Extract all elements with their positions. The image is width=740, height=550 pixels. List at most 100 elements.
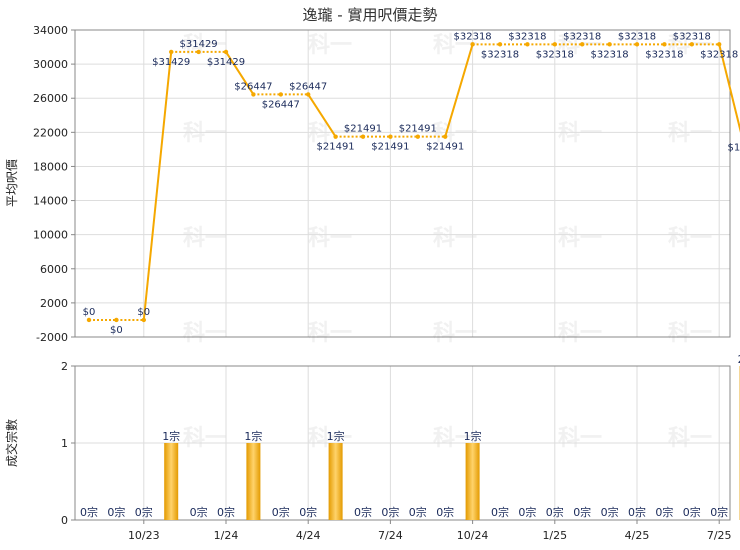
price-data-label: $31429 <box>152 57 190 68</box>
price-point <box>662 42 667 47</box>
price-point <box>360 134 366 139</box>
price-data-label: $21491 <box>426 142 464 153</box>
price-point <box>141 317 146 323</box>
watermark-text: 科一 <box>183 226 227 251</box>
price-point <box>196 49 201 55</box>
volume-bar <box>328 443 343 520</box>
watermark-text: 科一 <box>308 321 352 346</box>
price-point <box>580 42 585 47</box>
price-line-segment <box>444 44 474 137</box>
price-point <box>306 92 311 97</box>
watermark-text: 科一 <box>183 321 227 346</box>
volume-data-labels: 0宗 0宗 0宗 1宗 0宗 0宗 1宗 0宗 0宗 1宗 0宗 0宗 0宗 0宗 1宗 0宗 0宗 0宗 0宗 0宗… <box>80 352 740 519</box>
price-y-tick-label: 34000 <box>33 24 68 37</box>
price-line-segment <box>718 44 740 133</box>
volume-data-label: 0宗 <box>710 505 728 519</box>
price-plot-frame <box>74 29 731 338</box>
price-data-label: $32318 <box>481 49 519 60</box>
watermark-text: 科一 <box>183 121 227 146</box>
price-y-axis-label: 平均呎價 <box>5 159 19 207</box>
price-line-segment <box>307 93 337 138</box>
price-point <box>525 42 530 47</box>
volume-y-tick-label: 0 <box>61 514 68 527</box>
x-tick-label: 7/25 <box>707 529 732 542</box>
price-panel: -2000 2000 6000 10000 14000 18000 22000 26000 30… <box>5 24 740 344</box>
price-point <box>223 49 229 55</box>
price-point <box>251 92 256 97</box>
x-tick-label: 1/25 <box>542 529 567 542</box>
price-data-label: $21491 <box>371 142 409 153</box>
price-data-label: $26447 <box>289 81 327 92</box>
watermark-text: 科一 <box>183 426 227 451</box>
price-grid <box>75 29 730 338</box>
watermark-text: 科一 <box>308 121 352 146</box>
price-data-label: $32318 <box>536 49 574 60</box>
price-series <box>89 43 740 321</box>
volume-data-label: 1宗 <box>244 429 262 443</box>
volume-data-label: 0宗 <box>299 505 317 519</box>
watermark-text: 科一 <box>558 426 602 451</box>
price-points <box>86 42 722 323</box>
price-point <box>717 42 722 47</box>
price-data-label: $32318 <box>591 49 629 60</box>
volume-data-label: 0宗 <box>107 505 125 519</box>
watermark-text: 科一 <box>433 121 477 146</box>
x-tick-label: 10/23 <box>128 529 160 542</box>
watermark-text: 科一 <box>308 226 352 251</box>
watermark-text: 科一 <box>308 33 352 58</box>
price-data-label: $21491 <box>344 124 382 135</box>
volume-data-label: 1宗 <box>327 429 345 443</box>
price-y-tick-label: 26000 <box>33 92 68 105</box>
price-data-label: $31429 <box>180 39 218 50</box>
price-line-segment <box>142 51 173 321</box>
price-data-label: $32318 <box>563 31 601 42</box>
price-point <box>443 134 448 139</box>
price-data-label: $0 <box>137 307 150 318</box>
volume-data-label: 0宗 <box>491 505 509 519</box>
price-point <box>497 42 503 47</box>
price-data-label: $32318 <box>700 49 738 60</box>
price-y-tick-label: -2000 <box>36 331 68 344</box>
volume-y-tick-label: 1 <box>61 437 68 450</box>
price-y-tick-label: 18000 <box>33 160 68 173</box>
price-point <box>278 92 283 97</box>
price-point <box>388 134 393 139</box>
price-y-tick-label: 10000 <box>33 229 68 242</box>
volume-bar <box>465 443 480 520</box>
watermark-text: 科一 <box>558 321 602 346</box>
volume-data-label: 0宗 <box>518 505 536 519</box>
price-data-label: $26447 <box>234 81 272 92</box>
price-point <box>114 317 119 323</box>
volume-y-axis: 0 1 2 <box>61 360 75 527</box>
volume-y-axis-label: 成交宗數 <box>4 419 19 467</box>
price-point <box>552 42 557 47</box>
price-data-label: $32318 <box>618 31 656 42</box>
volume-data-label: 0宗 <box>217 505 235 519</box>
watermark-text: 科一 <box>668 426 712 451</box>
x-tick-label: 1/24 <box>214 529 239 542</box>
price-point <box>689 42 694 47</box>
volume-y-tick-label: 2 <box>61 360 68 373</box>
volume-data-label: 0宗 <box>655 505 673 519</box>
watermark-text: 科一 <box>668 226 712 251</box>
watermark-text: 科一 <box>558 33 602 58</box>
price-line-segment <box>225 51 255 95</box>
price-y-tick-label: 6000 <box>40 263 68 276</box>
price-data-label: $0 <box>83 307 96 318</box>
price-y-tick-label: 22000 <box>33 126 68 139</box>
volume-bars <box>164 366 740 520</box>
volume-data-label: 0宗 <box>381 505 399 519</box>
price-data-label: $21491 <box>399 124 437 135</box>
price-y-tick-label: 2000 <box>40 297 68 310</box>
watermark-text: 科一 <box>668 321 712 346</box>
price-point <box>415 134 420 139</box>
volume-data-label: 0宗 <box>190 505 208 519</box>
price-data-label: $32318 <box>508 31 546 42</box>
x-tick-label: 7/24 <box>378 529 403 542</box>
volume-data-label: 0宗 <box>80 505 98 519</box>
volume-data-label: 0宗 <box>628 505 646 519</box>
price-data-label: $21491 <box>317 142 355 153</box>
